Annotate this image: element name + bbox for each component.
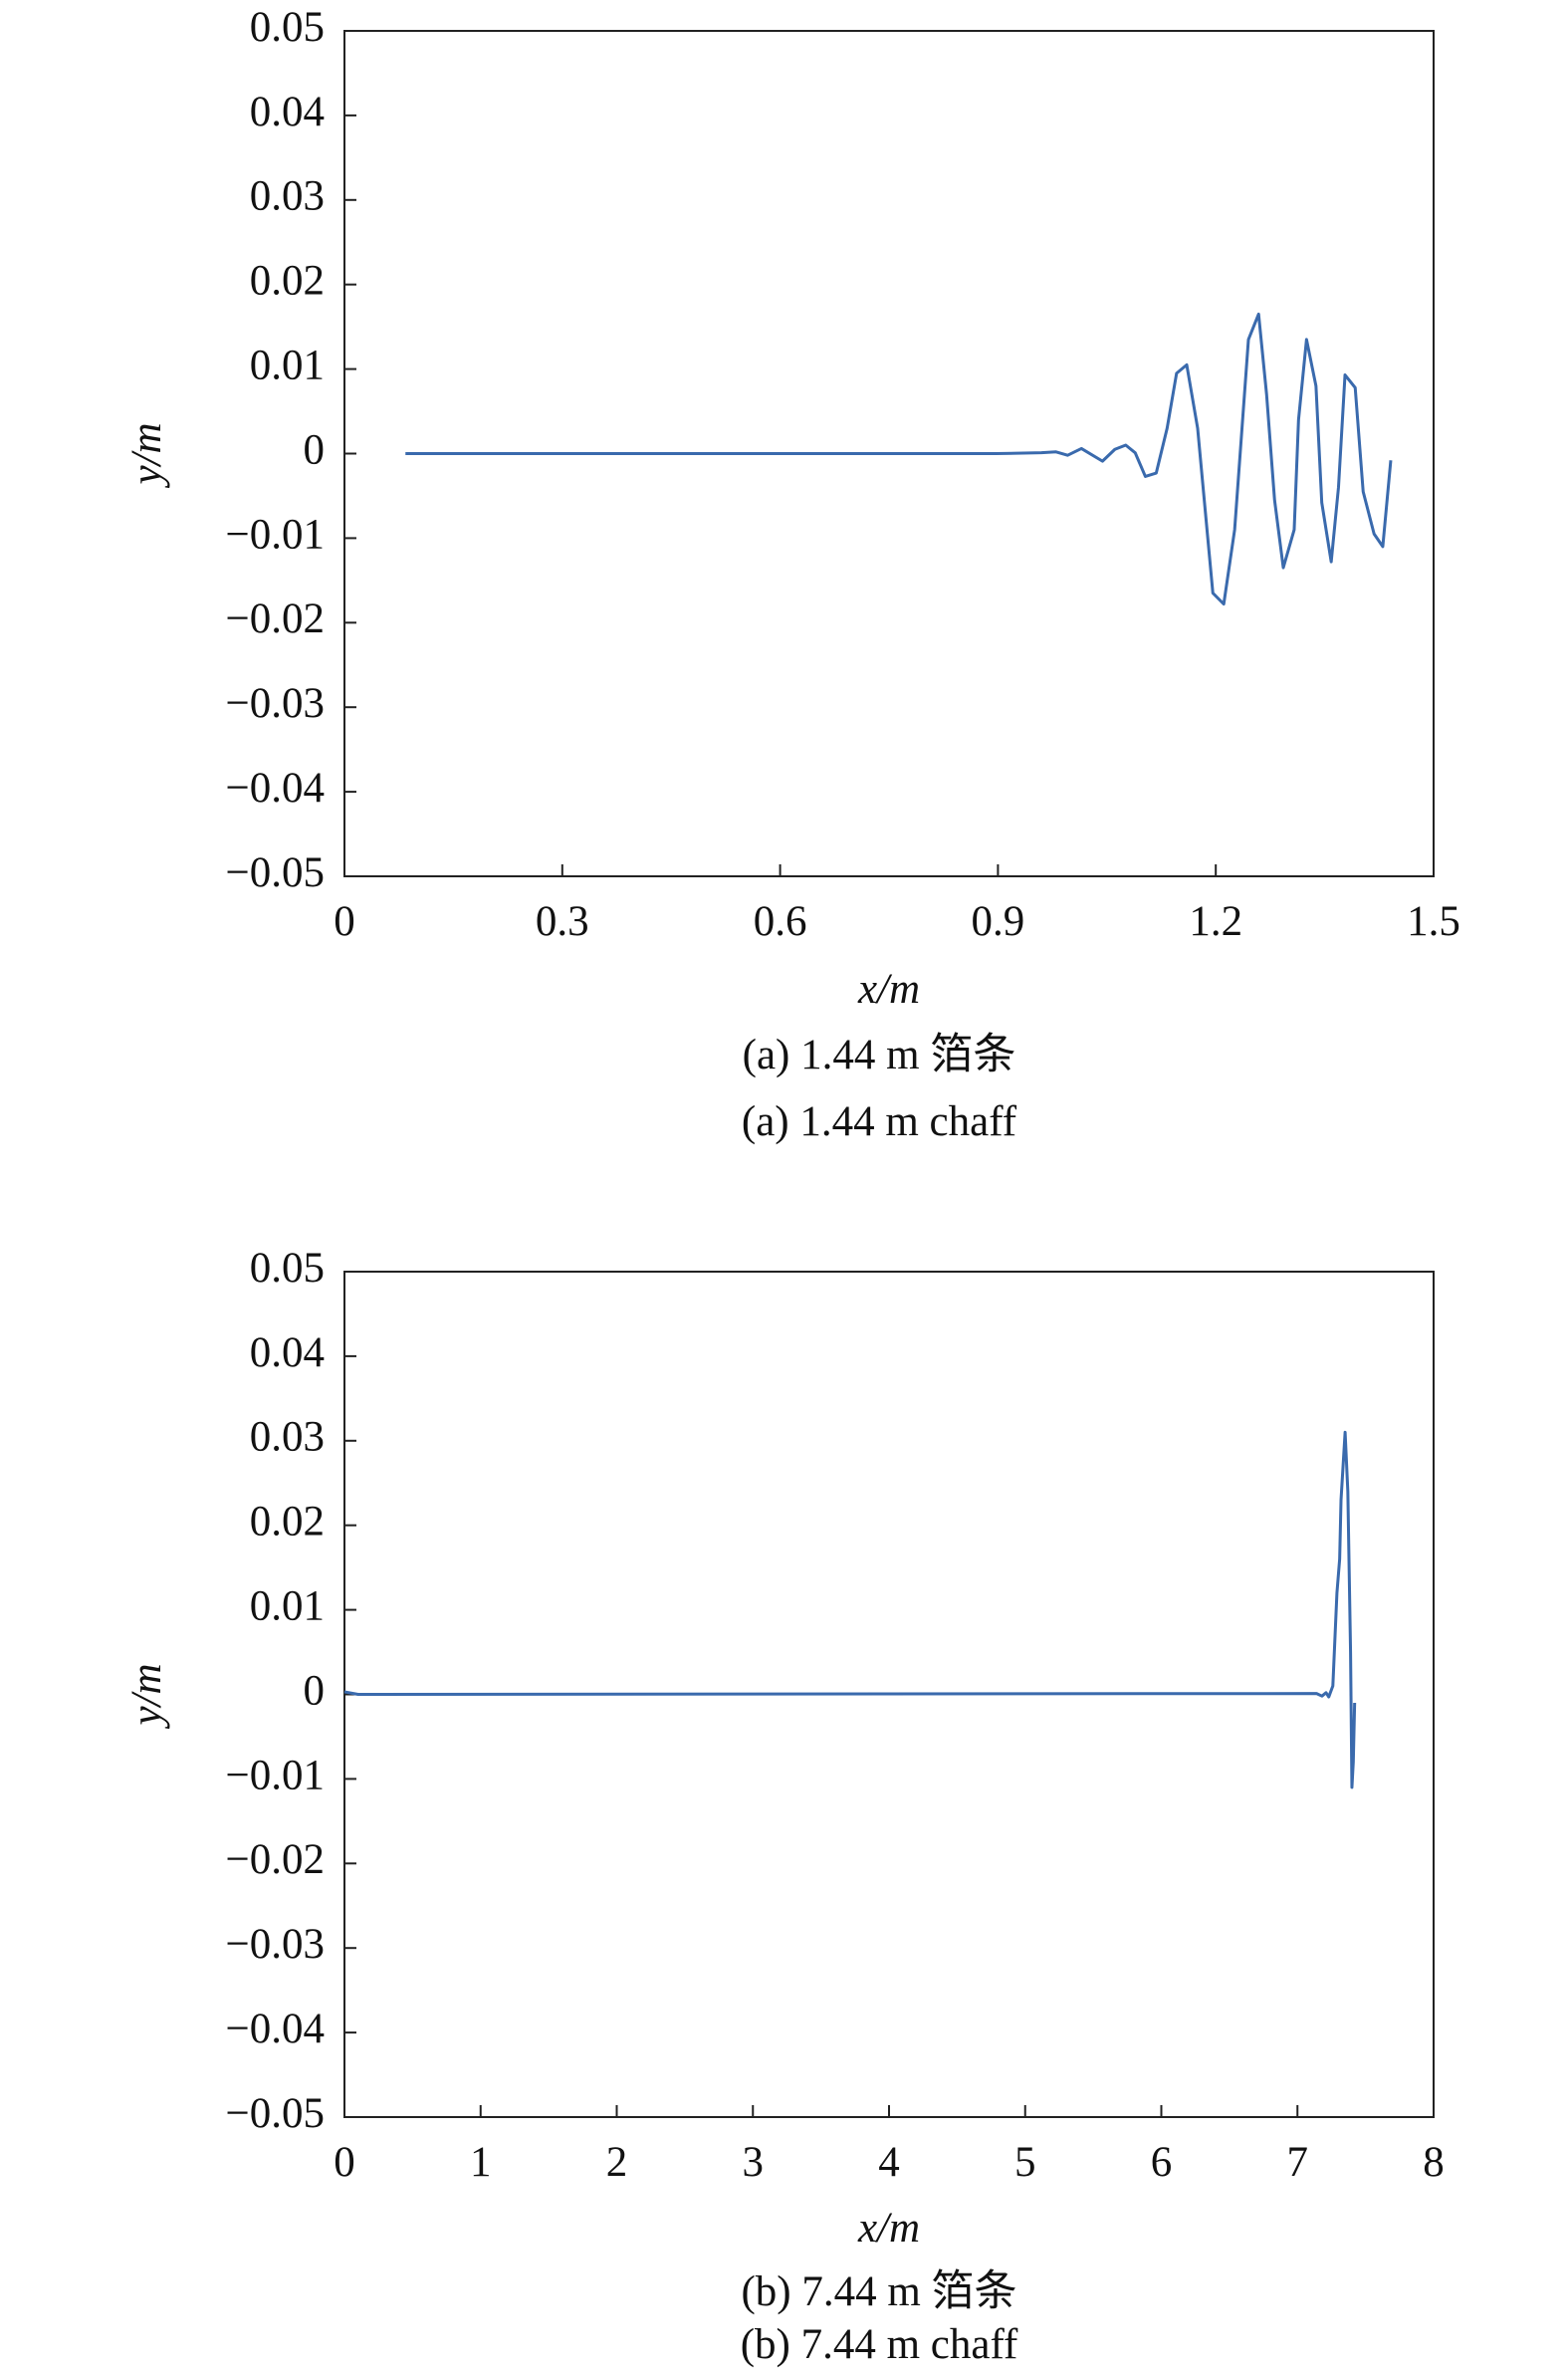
y-tick-label: −0.03 bbox=[225, 1921, 325, 1968]
y-tick-label: 0.02 bbox=[250, 258, 325, 305]
y-tick-label: −0.02 bbox=[225, 595, 325, 642]
caption: (b) 7.44 m chaff bbox=[741, 2321, 1018, 2368]
y-tick-label: 0.01 bbox=[250, 1582, 325, 1629]
x-tick-label: 0 bbox=[334, 2139, 355, 2186]
x-tick-label: 2 bbox=[606, 2139, 628, 2186]
caption: (b) 7.44 m 箔条 bbox=[741, 2268, 1016, 2315]
x-tick-label: 7 bbox=[1287, 2139, 1309, 2186]
x-tick-label: 6 bbox=[1151, 2139, 1173, 2186]
y-tick-label: 0 bbox=[304, 1667, 326, 1714]
x-tick-label: 1.5 bbox=[1407, 898, 1460, 945]
y-tick-label: −0.01 bbox=[225, 1752, 325, 1798]
y-tick-label: 0.05 bbox=[250, 1245, 325, 1292]
y-tick-label: −0.04 bbox=[225, 765, 325, 812]
y-tick-label: 0.03 bbox=[250, 173, 325, 220]
x-tick-label: 0 bbox=[334, 898, 355, 945]
x-tick-label: 4 bbox=[878, 2139, 900, 2186]
y-tick-label: 0.04 bbox=[250, 1329, 325, 1376]
x-tick-label: 3 bbox=[743, 2139, 765, 2186]
data-line bbox=[405, 312, 1393, 606]
caption: (a) 1.44 m 箔条 bbox=[743, 1032, 1016, 1078]
y-tick-label: −0.05 bbox=[225, 849, 325, 896]
data-line bbox=[343, 1430, 1357, 1789]
y-tick-label: 0 bbox=[304, 426, 326, 473]
y-tick-label: −0.02 bbox=[225, 1836, 325, 1883]
y-tick-label: −0.04 bbox=[225, 2006, 325, 2052]
x-tick-label: 0.3 bbox=[536, 898, 589, 945]
y-tick-label: −0.05 bbox=[225, 2090, 325, 2137]
x-axis-label: x/m bbox=[857, 2205, 920, 2252]
y-axis-label: y/m bbox=[123, 422, 170, 488]
y-tick-label: 0.03 bbox=[250, 1414, 325, 1461]
x-tick-label: 0.6 bbox=[754, 898, 807, 945]
y-axis-label: y/m bbox=[123, 1663, 170, 1729]
y-tick-label: 0.02 bbox=[250, 1499, 325, 1545]
y-tick-label: 0.04 bbox=[250, 89, 325, 135]
y-tick-label: −0.03 bbox=[225, 680, 325, 727]
x-axis-label: x/m bbox=[857, 966, 920, 1013]
x-tick-label: 1.2 bbox=[1189, 898, 1242, 945]
caption: (a) 1.44 m chaff bbox=[742, 1098, 1017, 1145]
y-tick-label: 0.05 bbox=[250, 4, 325, 51]
y-tick-label: 0.01 bbox=[250, 342, 325, 388]
x-tick-label: 5 bbox=[1014, 2139, 1036, 2186]
x-tick-label: 8 bbox=[1423, 2139, 1445, 2186]
x-tick-label: 0.9 bbox=[972, 898, 1025, 945]
y-tick-label: −0.01 bbox=[225, 511, 325, 558]
x-tick-label: 1 bbox=[470, 2139, 492, 2186]
